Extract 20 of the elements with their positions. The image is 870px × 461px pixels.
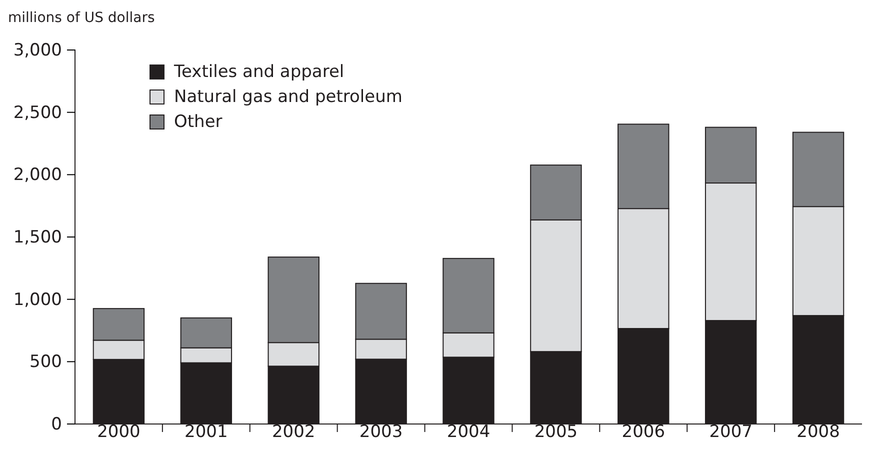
x-tick-label: 2003 — [359, 422, 403, 442]
y-tick-label: 0 — [51, 414, 62, 434]
x-tick-label: 2008 — [796, 422, 840, 442]
x-tick-label: 2005 — [534, 422, 578, 442]
legend-label: Natural gas and petroleum — [174, 87, 402, 107]
y-axis-title: millions of US dollars — [8, 10, 155, 26]
y-tick-label: 2,500 — [13, 102, 62, 123]
y-tick-label: 2,000 — [13, 165, 62, 186]
x-tick-label: 2000 — [97, 422, 140, 442]
y-tick-label: 1,500 — [13, 227, 62, 248]
y-tick-label: 3,000 — [13, 40, 62, 60]
legend-label: Textiles and apparel — [173, 62, 344, 82]
x-tick-label: 2006 — [622, 422, 666, 442]
x-tick-label: 2001 — [184, 422, 228, 442]
legend-label: Other — [174, 112, 222, 132]
y-tick-label: 1,000 — [13, 290, 62, 310]
y-tick-label: 500 — [30, 352, 62, 372]
x-tick-label: 2002 — [272, 422, 316, 442]
x-tick-label: 2004 — [446, 422, 490, 442]
x-tick-label: 2007 — [709, 422, 752, 442]
